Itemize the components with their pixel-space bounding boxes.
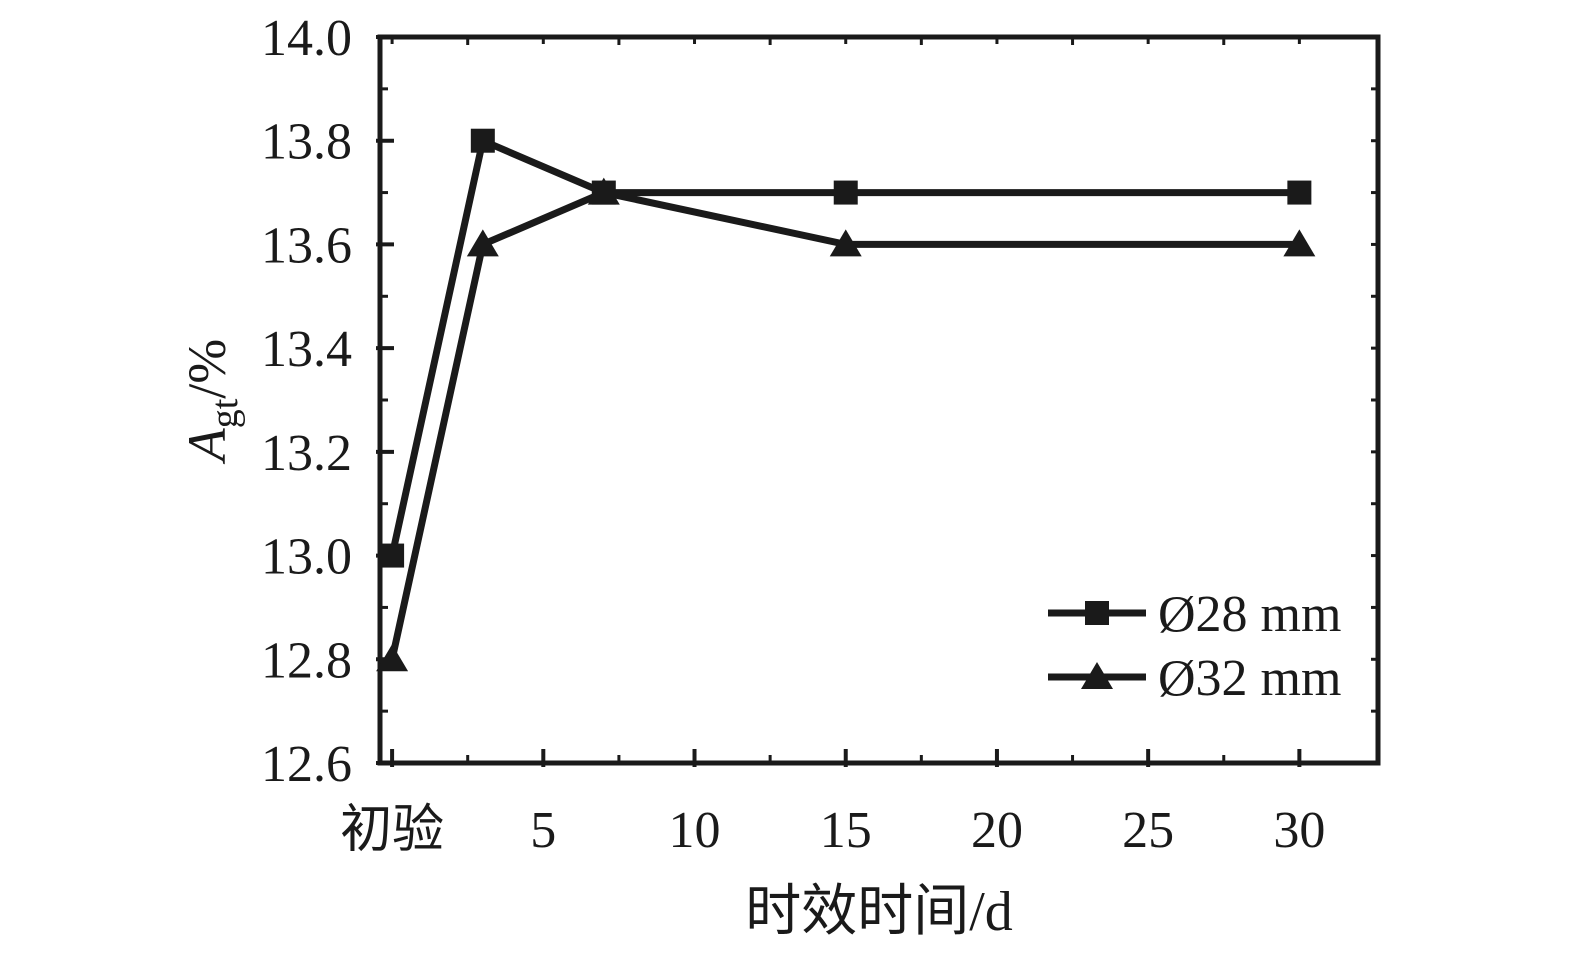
series-0-marker (591, 180, 616, 205)
y-axis-tick-label: 13.4 (261, 321, 352, 378)
y-axis-tick-label: 13.2 (261, 425, 352, 482)
series-1-marker (829, 229, 862, 257)
y-axis-tick-label: 12.6 (261, 736, 352, 793)
legend-item-0-square-marker (1085, 601, 1109, 625)
legend: Ø28 mm Ø32 mm (1048, 586, 1341, 707)
x-axis-tick-label: 30 (1273, 802, 1325, 859)
series-1-marker (376, 644, 409, 672)
series-0-marker (470, 128, 495, 153)
series-0-group (380, 128, 1312, 568)
legend-item-1: Ø32 mm (1048, 650, 1341, 707)
plot-frame (377, 34, 1381, 766)
series-1-marker (1283, 229, 1316, 257)
series-1-marker (466, 229, 499, 257)
x-axis-tick-label: 10 (669, 802, 721, 859)
legend-item-0-label: Ø28 mm (1158, 586, 1341, 643)
y-axis-tick-label: 13.6 (261, 217, 352, 274)
x-axis-tick-label: 15 (820, 802, 872, 859)
y-axis-title: Agt/% (177, 339, 246, 465)
series-0-marker (833, 180, 858, 205)
y-axis-tick-label: 13.0 (261, 529, 352, 586)
series-0-marker (1287, 180, 1312, 205)
y-axis-tick-label: 13.8 (261, 114, 352, 171)
legend-item-1-triangle-marker (1081, 662, 1113, 689)
x-axis-title: 时效时间/d (745, 881, 1013, 943)
x-axis-tick-label: 初验 (340, 802, 444, 859)
y-axis-tick-label: 12.8 (261, 632, 352, 689)
x-axis-tick-label: 5 (530, 802, 556, 859)
y-axis-tick-label: 14.0 (261, 10, 352, 67)
legend-item-1-label: Ø32 mm (1158, 650, 1341, 707)
legend-item-0: Ø28 mm (1048, 586, 1341, 643)
x-axis-tick-label: 25 (1122, 802, 1174, 859)
series-0-marker (380, 543, 405, 568)
x-axis-tick-label: 20 (971, 802, 1023, 859)
